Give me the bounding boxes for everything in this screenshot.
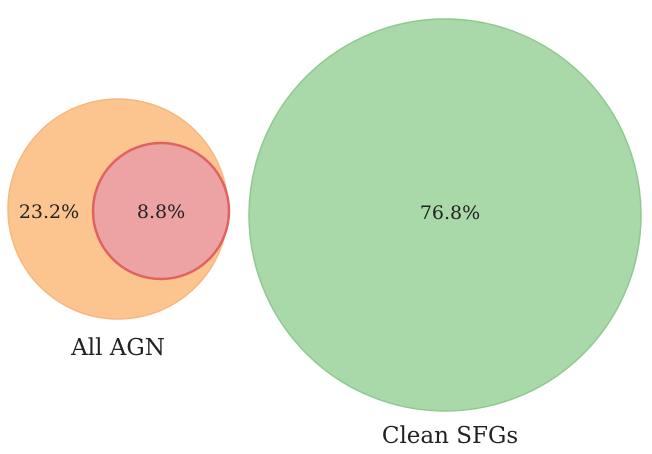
clean-sfgs-label: Clean SFGs [382, 423, 518, 449]
overlap-circle [91, 141, 231, 281]
all-agn-label: All AGN [70, 335, 165, 361]
clean-sfgs-pct: 76.8% [420, 202, 480, 224]
all-agn-outside-pct: 23.2% [19, 201, 79, 223]
clean-sfgs-circle [248, 18, 642, 412]
overlap-pct: 8.8% [137, 201, 185, 223]
